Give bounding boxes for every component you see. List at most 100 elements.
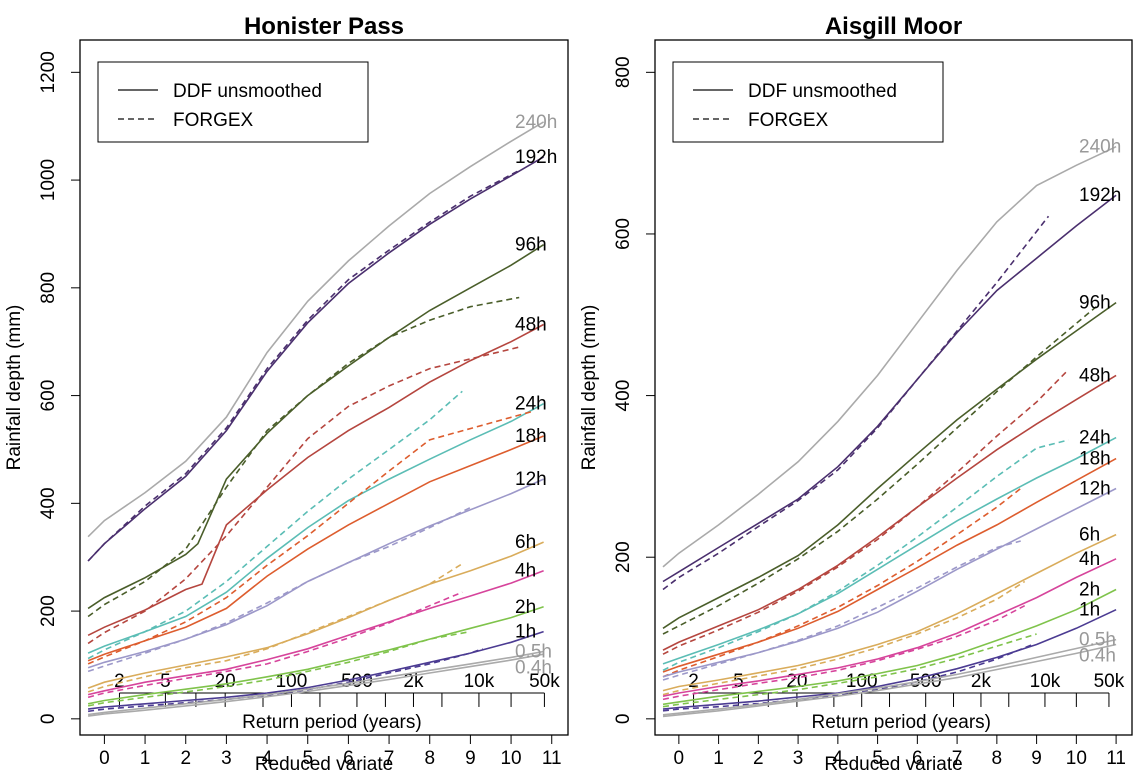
panel2-y-axis-label: Rainfall depth (mm) — [579, 305, 600, 471]
panel1-x-tick-label: 11 — [542, 748, 562, 769]
panel2-return-period-tick-label: 50k — [1094, 671, 1125, 692]
panel2-series-12h-forgex-line — [662, 540, 1021, 681]
panel2-return-period-tick-label: 10k — [1030, 671, 1061, 692]
panel2-return-period-tick-label: 500 — [910, 671, 942, 692]
panel1-series-48h-ddf-line — [87, 323, 544, 637]
panel2-legend-label: FORGEX — [748, 110, 829, 131]
panel1-series-48h-forgex-line — [87, 346, 520, 645]
panel1-series-2h-forgex-line — [87, 630, 471, 707]
panel2-series-label: 12h — [1079, 479, 1111, 500]
panel2-series-1h-ddf-line — [662, 608, 1117, 710]
panel2-x-tick-label: 8 — [992, 748, 1003, 769]
panel1-series-label: 48h — [515, 314, 547, 335]
panel1-series-96h-ddf-line — [87, 244, 545, 610]
panel1-series-label: 4h — [515, 561, 536, 582]
panel1-return-period-label: Return period (years) — [242, 712, 422, 733]
panel2-series-label: 2h — [1079, 580, 1100, 601]
panel1-series-2h-ddf-line — [87, 606, 544, 705]
panel2-series-48h-forgex-line — [662, 369, 1069, 655]
panel2-y-tick-label: 800 — [613, 56, 634, 88]
panel1-y-tick-label: 800 — [38, 272, 59, 304]
panel1-x-tick-label: 9 — [465, 748, 476, 769]
panel1-series-label: 24h — [515, 394, 547, 415]
panel2-x-tick-label: 5 — [872, 748, 883, 769]
panel1-y-tick-label: 0 — [38, 714, 59, 725]
panel1-series-18h-forgex-line — [87, 410, 532, 665]
panel2-series-6h-ddf-line — [662, 533, 1117, 692]
panel1-x-tick-label: 6 — [343, 748, 354, 769]
panel1-series-label: 12h — [515, 469, 547, 490]
panel2-x-tick-label: 2 — [753, 748, 764, 769]
panel1-y-tick-label: 1200 — [38, 51, 59, 93]
panel1-series-24h-ddf-line — [87, 402, 544, 654]
panel1-return-period-tick-label: 50k — [529, 671, 560, 692]
panel2-x-tick-label: 7 — [952, 748, 963, 769]
panel1-y-tick-label: 600 — [38, 380, 59, 412]
panel1-series-24h-forgex-line — [87, 390, 463, 660]
panel2-series-48h-ddf-line — [662, 374, 1117, 651]
panel1-legend-label: FORGEX — [173, 110, 254, 131]
panel1-x-tick-label: 10 — [500, 748, 521, 769]
panel1-series-96h-forgex-line — [87, 296, 520, 618]
panel1-series-label: 6h — [515, 532, 536, 553]
panel2-series-label: 6h — [1079, 525, 1100, 546]
panel2-x-axis-label: Reduced variate — [824, 754, 962, 775]
chart-aisgill-moor: Aisgill Moor 0 1 2 3 4 5 6 7 8 9 10 11 Reduced variat… — [579, 13, 1133, 775]
panel1-series-1h-ddf-line — [87, 630, 544, 710]
panel2-series-24h-forgex-line — [662, 439, 1069, 672]
panel2-series-label: 192h — [1079, 185, 1121, 206]
panel1-x-tick-label: 5 — [302, 748, 313, 769]
panel1-y-tick-label: 1000 — [38, 159, 59, 201]
panel2-chart-title: Aisgill Moor — [825, 13, 962, 40]
panel2-x-tick-label: 9 — [1031, 748, 1042, 769]
panel1-x-tick-label: 3 — [221, 748, 232, 769]
panel2-x-tick-label: 0 — [674, 748, 685, 769]
panel2-series-2h-ddf-line — [662, 588, 1117, 706]
panel1-series-0-4h-ddf-line — [87, 653, 544, 717]
panel1-series-12h-forgex-line — [87, 506, 471, 673]
panel2-series-label: 48h — [1079, 365, 1111, 386]
panel1-x-tick-label: 2 — [180, 748, 191, 769]
panel1-return-period-tick-label: 2 — [114, 671, 125, 692]
panel1-y-axis-label: Rainfall depth (mm) — [4, 305, 25, 471]
panel2-return-period-tick-label: 5 — [733, 671, 744, 692]
panel2-series-label: 1h — [1079, 600, 1100, 621]
panel2-series-label: 96h — [1079, 293, 1111, 314]
panel2-series-label: 0.4h — [1079, 646, 1116, 667]
chart-honister-pass: Honister Pass 0 1 2 3 4 5 6 7 8 9 10 11 Reduced varia… — [4, 13, 569, 775]
panel2-series-240h-ddf-line — [662, 145, 1117, 568]
panel2-legend-label: DDF unsmoothed — [748, 81, 897, 102]
panel2-y-tick-label: 600 — [613, 218, 634, 250]
panel1-y-tick-label: 200 — [38, 595, 59, 627]
panel2-series-192h-ddf-line — [662, 194, 1117, 583]
panel1-series-0-5h-ddf-line — [87, 650, 544, 716]
panel2-x-tick-label: 11 — [1106, 748, 1126, 769]
panel2-x-tick-label: 3 — [793, 748, 804, 769]
panel1-series-192h-forgex-line — [87, 169, 520, 562]
panel1-series-6h-forgex-line — [87, 563, 463, 693]
panel2-plot-frame — [654, 39, 1133, 736]
panel2-series-192h-forgex-line — [662, 215, 1050, 591]
panel1-series-label: 1h — [515, 622, 536, 643]
panel2-return-period-label: Return period (years) — [811, 712, 991, 733]
panel2-series-12h-ddf-line — [662, 487, 1117, 678]
panel1-series-240h-ddf-line — [87, 121, 545, 538]
panel2-series-24h-ddf-line — [662, 436, 1117, 665]
panel1-series-4h-ddf-line — [87, 569, 544, 696]
panel2-series-2h-forgex-line — [662, 633, 1037, 708]
panel1-x-tick-label: 4 — [262, 748, 273, 769]
panel1-x-axis-label: Reduced variate — [255, 754, 393, 775]
panel2-return-period-tick-label: 2 — [688, 671, 699, 692]
panel2-return-period-tick-label: 2k — [971, 671, 992, 692]
panel1-series-label: 18h — [515, 426, 547, 447]
panel1-return-period-tick-label: 5 — [160, 671, 171, 692]
panel2-series-18h-ddf-line — [662, 457, 1117, 673]
panel1-series-12h-ddf-line — [87, 478, 544, 669]
panel2-y-tick-label: 400 — [613, 380, 634, 412]
panel2-series-label: 240h — [1079, 137, 1121, 158]
panel1-series-label: 2h — [515, 597, 536, 618]
panel1-series-label: 0.4h — [515, 657, 552, 678]
panel2-series-label: 18h — [1079, 449, 1111, 470]
panel1-x-tick-label: 8 — [424, 748, 435, 769]
